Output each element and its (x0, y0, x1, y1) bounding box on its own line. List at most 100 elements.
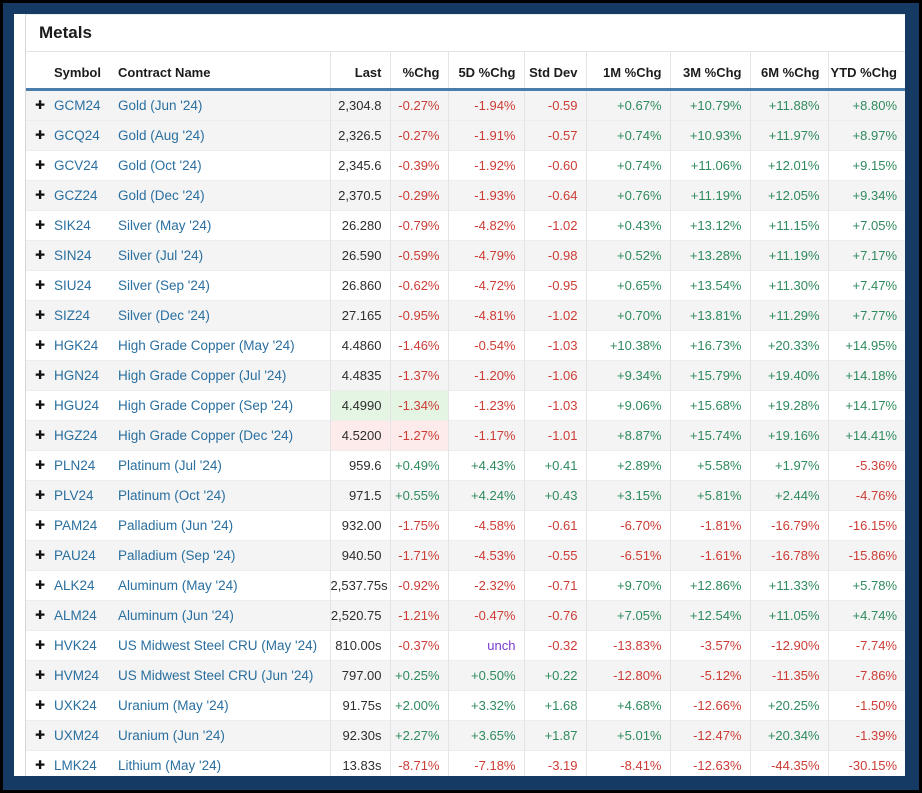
symbol-link[interactable]: GCV24 (54, 158, 99, 173)
contract-name-link[interactable]: Silver (Sep '24) (118, 278, 210, 293)
5d-pct-change-cell: -1.23% (447, 390, 524, 421)
expand-row-icon[interactable]: ✚ (26, 420, 54, 451)
symbol-link[interactable]: SIN24 (54, 248, 92, 263)
expand-row-icon[interactable]: ✚ (26, 570, 54, 601)
contract-name-link[interactable]: Gold (Jun '24) (118, 98, 203, 113)
contract-name-link[interactable]: Palladium (Sep '24) (118, 548, 236, 563)
symbol-link[interactable]: HVM24 (54, 668, 100, 683)
table-row: ✚ HGK24 High Grade Copper (May '24) 4.4860-… (26, 330, 905, 361)
expand-row-icon[interactable]: ✚ (26, 210, 54, 241)
1m-pct-change-cell: -13.83% (585, 630, 670, 661)
column-header-5d-chg[interactable]: 5D %Chg (447, 52, 524, 91)
column-header-std-dev[interactable]: Std Dev (523, 52, 586, 91)
1m-pct-change-cell: -12.80% (585, 660, 670, 691)
symbol-link[interactable]: PAU24 (54, 548, 96, 563)
contract-name-link[interactable]: Palladium (Jun '24) (118, 518, 234, 533)
expand-row-icon[interactable]: ✚ (26, 510, 54, 541)
6m-pct-change-cell: -16.79% (749, 510, 828, 541)
contract-name-link[interactable]: Silver (May '24) (118, 218, 212, 233)
ytd-pct-change-cell: +14.18% (827, 360, 905, 391)
expand-row-icon[interactable]: ✚ (26, 120, 54, 151)
symbol-link[interactable]: UXM24 (54, 728, 100, 743)
expand-row-icon[interactable]: ✚ (26, 89, 54, 121)
std-dev-cell: +0.22 (523, 660, 586, 691)
3m-pct-change-cell: +11.06% (669, 150, 750, 181)
symbol-link[interactable]: PLV24 (54, 488, 94, 503)
contract-name-link[interactable]: High Grade Copper (May '24) (118, 338, 295, 353)
3m-pct-change-cell: -5.12% (669, 660, 750, 691)
contract-name-link[interactable]: High Grade Copper (Jul '24) (118, 368, 287, 383)
column-header-contract-name[interactable]: Contract Name (118, 52, 330, 91)
contract-name-link[interactable]: Silver (Jul '24) (118, 248, 204, 263)
contract-name-link[interactable]: Platinum (Oct '24) (118, 488, 226, 503)
symbol-link[interactable]: SIU24 (54, 278, 92, 293)
symbol-link[interactable]: PLN24 (54, 458, 96, 473)
column-header-6m-chg[interactable]: 6M %Chg (749, 52, 828, 91)
expand-row-icon[interactable]: ✚ (26, 300, 54, 331)
contract-name-link[interactable]: Platinum (Jul '24) (118, 458, 222, 473)
symbol-link[interactable]: SIK24 (54, 218, 91, 233)
symbol-link[interactable]: ALM24 (54, 608, 97, 623)
pct-change-cell: -0.92% (389, 570, 448, 601)
contract-name-link[interactable]: Uranium (May '24) (118, 698, 229, 713)
contract-name-link[interactable]: Gold (Dec '24) (118, 188, 205, 203)
expand-row-icon[interactable]: ✚ (26, 540, 54, 571)
contract-name-link[interactable]: Lithium (May '24) (118, 758, 222, 773)
contract-name-link[interactable]: Uranium (Jun '24) (118, 728, 225, 743)
symbol-link[interactable]: HGU24 (54, 398, 100, 413)
contract-name-link[interactable]: High Grade Copper (Dec '24) (118, 428, 294, 443)
contract-name-link[interactable]: Silver (Dec '24) (118, 308, 210, 323)
contract-name-link[interactable]: US Midwest Steel CRU (May '24) (118, 638, 318, 653)
symbol-link-cell: LMK24 (54, 750, 118, 776)
expand-row-icon[interactable]: ✚ (26, 150, 54, 181)
contract-name-link[interactable]: Gold (Oct '24) (118, 158, 202, 173)
expand-row-icon[interactable]: ✚ (26, 270, 54, 301)
expand-row-icon[interactable]: ✚ (26, 690, 54, 721)
column-header-1m-chg[interactable]: 1M %Chg (585, 52, 670, 91)
expand-row-icon[interactable]: ✚ (26, 720, 54, 751)
pct-change-cell: -0.27% (389, 120, 448, 151)
symbol-link[interactable]: GCZ24 (54, 188, 98, 203)
pct-change-cell: -1.34% (389, 390, 448, 421)
symbol-link[interactable]: HGK24 (54, 338, 99, 353)
expand-row-icon[interactable]: ✚ (26, 390, 54, 421)
symbol-link[interactable]: HGN24 (54, 368, 100, 383)
expand-row-icon[interactable]: ✚ (26, 660, 54, 691)
std-dev-cell: -0.61 (523, 510, 586, 541)
expand-row-icon[interactable]: ✚ (26, 360, 54, 391)
5d-pct-change-cell: -1.91% (447, 120, 524, 151)
1m-pct-change-cell: +8.87% (585, 420, 670, 451)
column-header-symbol[interactable]: Symbol (54, 52, 118, 91)
3m-pct-change-cell: +11.19% (669, 180, 750, 211)
expand-row-icon[interactable]: ✚ (26, 180, 54, 211)
symbol-link[interactable]: SIZ24 (54, 308, 91, 323)
expand-row-icon[interactable]: ✚ (26, 600, 54, 631)
symbol-link[interactable]: ALK24 (54, 578, 95, 593)
contract-name-link[interactable]: Aluminum (May '24) (118, 578, 238, 593)
column-header-last[interactable]: Last (329, 52, 390, 91)
expand-row-icon[interactable]: ✚ (26, 240, 54, 271)
table-row: ✚ HGZ24 High Grade Copper (Dec '24) 4.5200-… (26, 420, 905, 451)
expand-row-icon[interactable]: ✚ (26, 450, 54, 481)
expand-row-icon[interactable]: ✚ (26, 480, 54, 511)
symbol-link[interactable]: GCQ24 (54, 128, 100, 143)
symbol-link[interactable]: HVK24 (54, 638, 97, 653)
column-header--chg[interactable]: %Chg (389, 52, 448, 91)
contract-name-link[interactable]: Gold (Aug '24) (118, 128, 205, 143)
expand-row-icon[interactable]: ✚ (26, 330, 54, 361)
column-header-ytd-chg[interactable]: YTD %Chg (827, 52, 905, 91)
symbol-link[interactable]: UXK24 (54, 698, 97, 713)
symbol-link[interactable]: PAM24 (54, 518, 98, 533)
contract-name-link[interactable]: US Midwest Steel CRU (Jun '24) (118, 668, 314, 683)
contract-name-link[interactable]: Aluminum (Jun '24) (118, 608, 234, 623)
pct-change-cell: +2.00% (389, 690, 448, 721)
column-header-3m-chg[interactable]: 3M %Chg (669, 52, 750, 91)
symbol-link[interactable]: GCM24 (54, 98, 101, 113)
symbol-link[interactable]: HGZ24 (54, 428, 98, 443)
symbol-link[interactable]: LMK24 (54, 758, 97, 773)
contract-name-link[interactable]: High Grade Copper (Sep '24) (118, 398, 294, 413)
expand-row-icon[interactable]: ✚ (26, 750, 54, 776)
table-row: ✚ SIZ24 Silver (Dec '24) 27.165 -0.95% -4.81%… (26, 300, 905, 331)
6m-pct-change-cell: +20.25% (749, 690, 828, 721)
expand-row-icon[interactable]: ✚ (26, 630, 54, 661)
